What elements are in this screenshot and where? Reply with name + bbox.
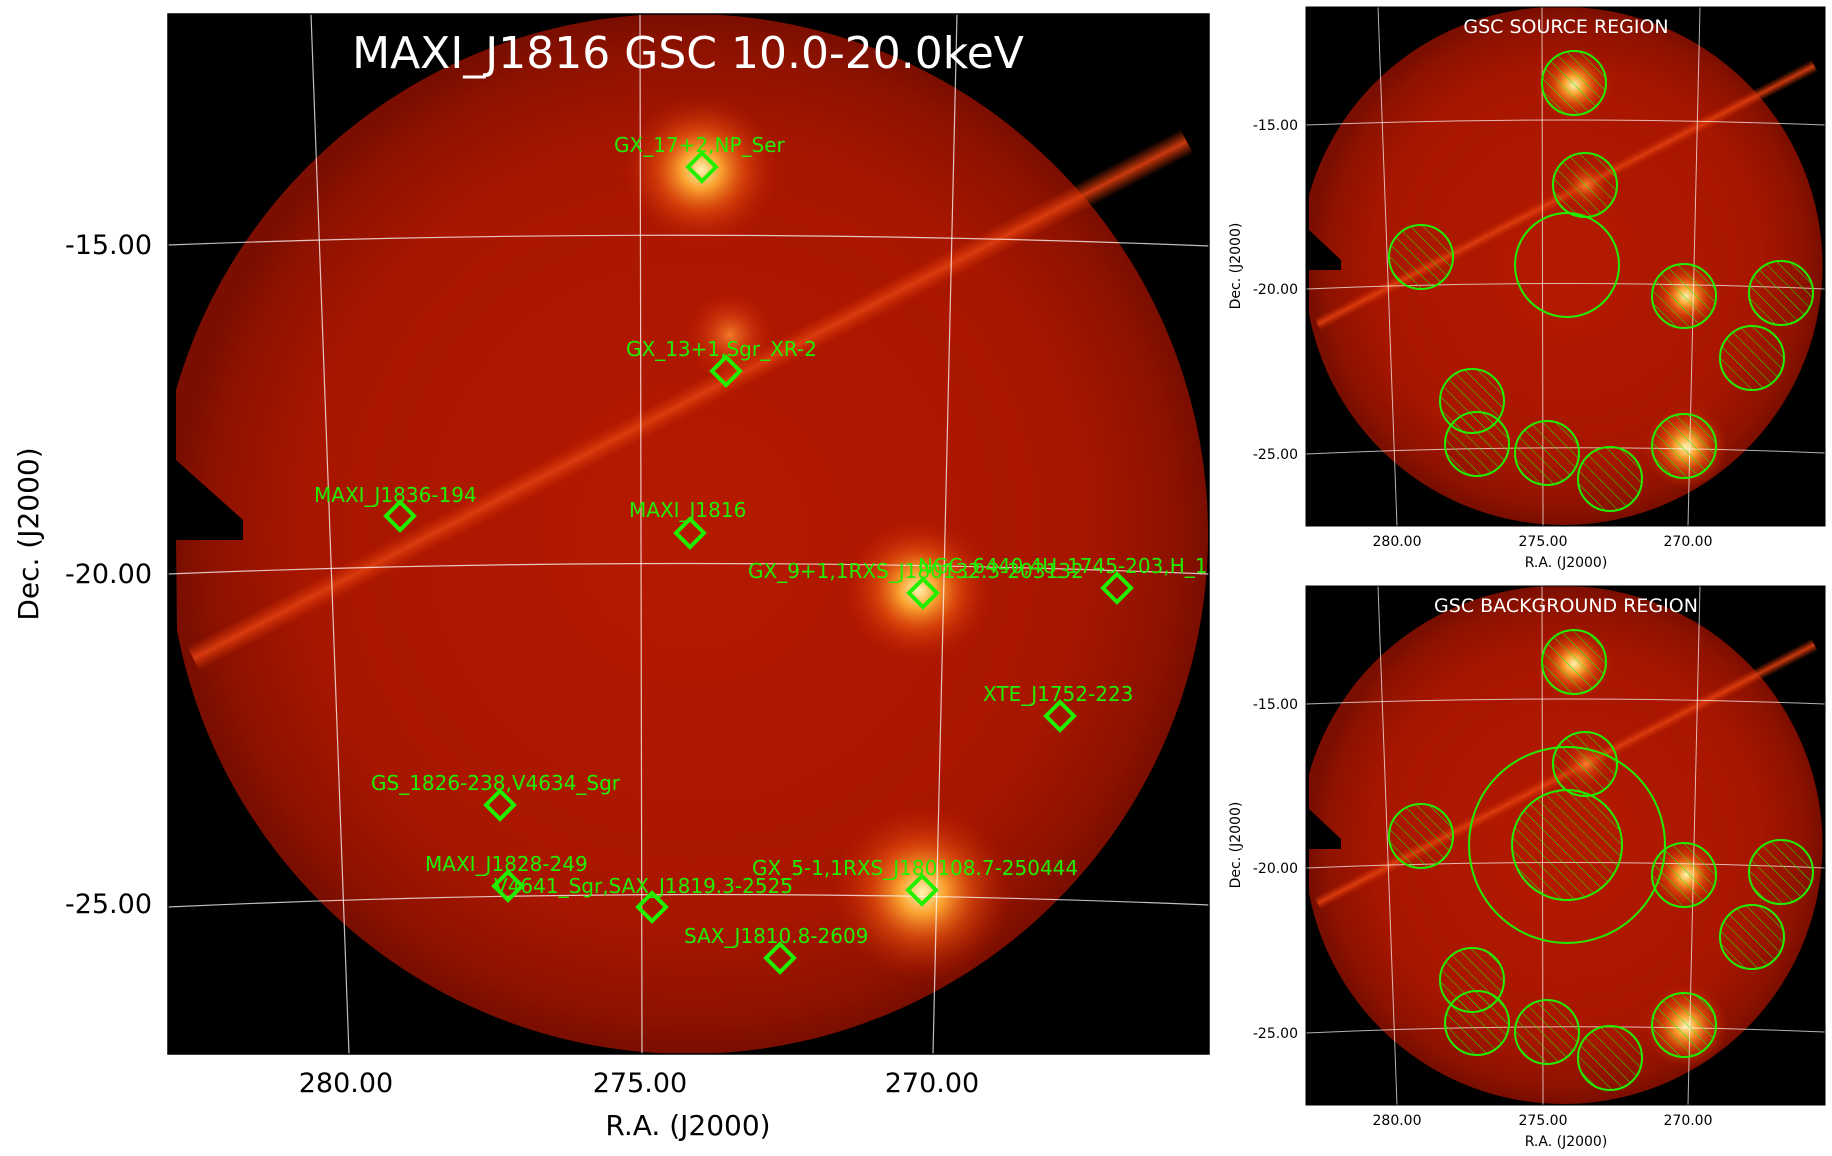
main-title: MAXI_J1816 GSC 10.0-20.0keV xyxy=(352,28,1024,79)
dec-tick-label: -25.00 xyxy=(65,889,152,920)
bkg-frame xyxy=(1305,585,1826,1106)
src-dec-tick-label: -25.00 xyxy=(1253,447,1298,463)
source-label: GX_9+1,1RXS_J180132.3-203132 xyxy=(748,559,1084,583)
marker-sax-j1810 xyxy=(763,941,797,975)
dec-tick-label: -15.00 xyxy=(65,230,152,261)
bkg-dec-tick-label: -15.00 xyxy=(1253,697,1298,713)
marker-gx13 xyxy=(709,354,743,388)
bkg-x-axis-label: R.A. (J2000) xyxy=(1525,1134,1608,1150)
main-y-axis-label: Dec. (J2000) xyxy=(12,447,45,620)
exclusion-circle xyxy=(1388,803,1454,869)
exclusion-circle xyxy=(1388,224,1454,290)
source-region-circle xyxy=(1514,212,1620,318)
main-frame xyxy=(167,13,1210,1055)
marker-gs1826 xyxy=(483,788,517,822)
marker-gx17 xyxy=(685,150,719,184)
source-region-panel: GSC SOURCE REGION 280.00 275.00 270.00 -… xyxy=(1228,6,1826,571)
marker-gx5 xyxy=(905,873,939,907)
exclusion-circle xyxy=(1552,731,1618,797)
src-ra-tick-label: 280.00 xyxy=(1373,534,1422,550)
src-ra-tick-label: 270.00 xyxy=(1664,534,1713,550)
source-label: GX_13+1,Sgr_XR-2 xyxy=(626,337,817,361)
main-source-labels: GX_17+2,NP_Ser GX_13+1,Sgr_XR-2 MAXI_J18… xyxy=(314,133,1207,948)
bkg-dec-tick-label: -25.00 xyxy=(1253,1026,1298,1042)
exclusion-circle-center xyxy=(1511,789,1623,901)
bkg-dec-tick-label: -20.00 xyxy=(1253,861,1298,877)
bkg-y-axis-label: Dec. (J2000) xyxy=(1228,802,1244,889)
ra-tick-label: 280.00 xyxy=(299,1068,393,1099)
blob-gx9 xyxy=(843,518,993,662)
exclusion-circle xyxy=(1444,411,1510,477)
src-exclusion-regions xyxy=(1388,50,1814,512)
source-label: MAXI_J1828-249 xyxy=(425,852,588,876)
source-label: MAXI_J1816 xyxy=(629,498,746,522)
blob-gx13 xyxy=(685,290,775,380)
bkg-ra-tick-label: 270.00 xyxy=(1664,1113,1713,1129)
main-grid xyxy=(168,14,1209,1054)
ra-tick-label: 275.00 xyxy=(593,1068,687,1099)
marker-maxi-j1836 xyxy=(383,499,417,533)
marker-v4641 xyxy=(635,890,669,924)
bkg-exclusion-regions xyxy=(1388,629,1814,1091)
marker-maxi-j1816 xyxy=(673,516,707,550)
main-x-axis-label: R.A. (J2000) xyxy=(605,1109,770,1142)
marker-xte-j1752 xyxy=(1043,699,1077,733)
src-x-axis-label: R.A. (J2000) xyxy=(1525,555,1608,571)
exclusion-circle xyxy=(1444,990,1510,1056)
exclusion-circle xyxy=(1514,420,1580,486)
main-source-markers xyxy=(383,150,1134,975)
marker-maxi-j1828 xyxy=(491,869,525,903)
ra-tick-label: 270.00 xyxy=(885,1068,979,1099)
exclusion-circle xyxy=(1651,992,1717,1058)
marker-ngc6440 xyxy=(1100,571,1134,605)
exclusion-circle xyxy=(1514,999,1580,1065)
source-label: MAXI_J1836-194 xyxy=(314,483,477,507)
background-region-panel: GSC BACKGROUND REGION 280.00 275.00 270.… xyxy=(1228,585,1826,1150)
blob-gx17 xyxy=(623,95,779,245)
exclusion-circle xyxy=(1541,50,1607,116)
background-annulus-outer xyxy=(1468,746,1666,944)
exclusion-circle xyxy=(1651,263,1717,329)
marker-gx9 xyxy=(906,576,940,610)
src-ra-tick-label: 275.00 xyxy=(1519,534,1568,550)
source-label: GX_5-1,1RXS_J180108.7-250444 xyxy=(752,856,1078,880)
src-sky-disk xyxy=(1309,7,1823,525)
bkg-ra-tick-label: 280.00 xyxy=(1373,1113,1422,1129)
source-label: SAX_J1810.8-2609 xyxy=(684,924,868,948)
bkg-panel-title: GSC BACKGROUND REGION xyxy=(1434,595,1698,617)
dec-tick-label: -20.00 xyxy=(65,559,152,590)
src-y-axis-label: Dec. (J2000) xyxy=(1228,223,1244,310)
exclusion-circle xyxy=(1552,152,1618,218)
main-panel: MAXI_J1816 GSC 10.0-20.0keV GX_17+2,NP_S… xyxy=(12,13,1210,1142)
exclusion-circle xyxy=(1651,842,1717,908)
source-label: NGC_6440,4U_1745-203,H_1 xyxy=(918,554,1207,578)
blob-gx5 xyxy=(832,804,1012,980)
source-label: GS_1826-238,V4634_Sgr xyxy=(371,771,621,795)
src-panel-title: GSC SOURCE REGION xyxy=(1463,16,1668,38)
bkg-ra-tick-label: 275.00 xyxy=(1519,1113,1568,1129)
src-frame xyxy=(1305,6,1826,527)
exclusion-circle xyxy=(1577,446,1643,512)
src-dec-tick-label: -20.00 xyxy=(1253,282,1298,298)
exclusion-circle xyxy=(1651,413,1717,479)
exclusion-circle xyxy=(1719,904,1785,970)
exclusion-circle xyxy=(1577,1025,1643,1091)
src-dec-tick-label: -15.00 xyxy=(1253,118,1298,134)
galactic-ridge xyxy=(186,129,1194,671)
source-label: XTE_J1752-223 xyxy=(983,682,1133,706)
exclusion-circle xyxy=(1748,839,1814,905)
exclusion-circle xyxy=(1748,260,1814,326)
exclusion-circle xyxy=(1541,629,1607,695)
exclusion-circle xyxy=(1719,325,1785,391)
source-label: V4641_Sgr,SAX_J1819.3-2525 xyxy=(494,874,793,898)
source-label: GX_17+2,NP_Ser xyxy=(614,133,786,157)
